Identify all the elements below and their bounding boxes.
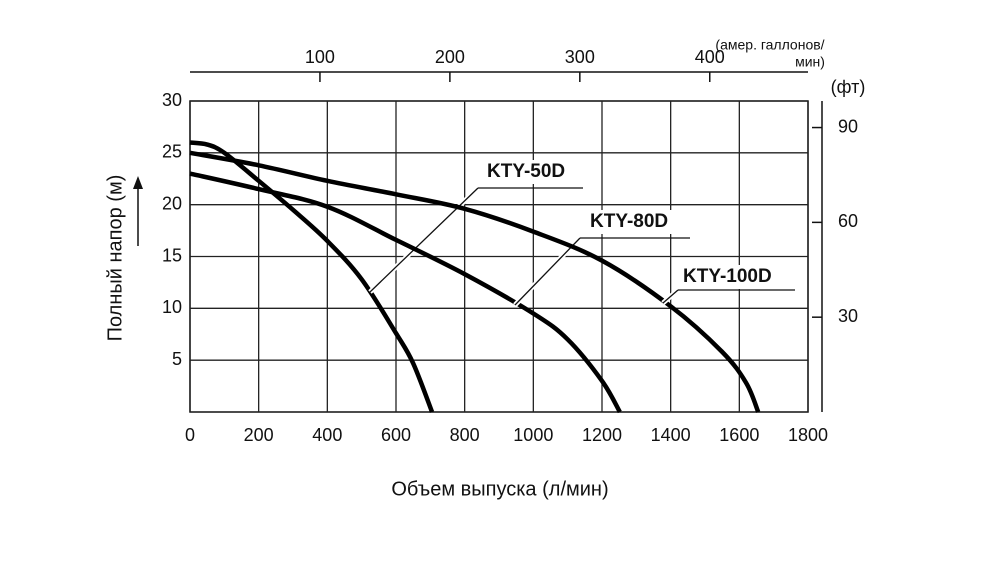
label-leader bbox=[514, 237, 581, 306]
x2-tick-label: 300 bbox=[565, 47, 595, 67]
y-tick-label: 10 bbox=[162, 297, 182, 317]
y-tick-label: 15 bbox=[162, 245, 182, 265]
x-tick-label: 1800 bbox=[788, 425, 828, 445]
x-tick-label: 400 bbox=[312, 425, 342, 445]
x-axis-title: Объем выпуска (л/мин) bbox=[391, 478, 608, 500]
label-bg bbox=[679, 265, 791, 289]
x2-axis-title: (амер. галлонов/ bbox=[715, 37, 824, 53]
x-tick-label: 1600 bbox=[719, 425, 759, 445]
series-line bbox=[189, 150, 761, 413]
x2-axis-title: мин) bbox=[795, 54, 825, 70]
x2-tick-label: 400 bbox=[695, 47, 725, 67]
series-label: KTY-100D bbox=[683, 266, 772, 287]
x2-tick-label: 100 bbox=[305, 47, 335, 67]
y-tick-label: 5 bbox=[172, 349, 182, 369]
label-bg bbox=[483, 160, 579, 184]
y-axis-arrowhead bbox=[133, 176, 143, 189]
y2-tick-label: 90 bbox=[838, 116, 858, 136]
x-tick-label: 1400 bbox=[651, 425, 691, 445]
series-line bbox=[189, 171, 622, 414]
series-label: KTY-50D bbox=[487, 161, 565, 182]
y-tick-label: 25 bbox=[162, 142, 182, 162]
label-leader bbox=[662, 289, 679, 304]
y-axis-title: Полный напор (м) bbox=[104, 175, 126, 342]
label-bg bbox=[586, 210, 686, 234]
series-line bbox=[189, 140, 435, 413]
x2-tick-label: 200 bbox=[435, 47, 465, 67]
y2-tick-label: 30 bbox=[838, 306, 858, 326]
x-tick-label: 0 bbox=[185, 425, 195, 445]
x-tick-label: 600 bbox=[381, 425, 411, 445]
series-label: KTY-80D bbox=[590, 211, 668, 232]
y2-tick-label: 60 bbox=[838, 211, 858, 231]
x-tick-label: 1200 bbox=[582, 425, 622, 445]
x-tick-label: 200 bbox=[244, 425, 274, 445]
y-tick-label: 20 bbox=[162, 193, 182, 213]
y2-axis-title: (фт) bbox=[831, 77, 866, 97]
x-tick-label: 800 bbox=[450, 425, 480, 445]
x-tick-label: 1000 bbox=[513, 425, 553, 445]
y-tick-label: 30 bbox=[162, 90, 182, 110]
